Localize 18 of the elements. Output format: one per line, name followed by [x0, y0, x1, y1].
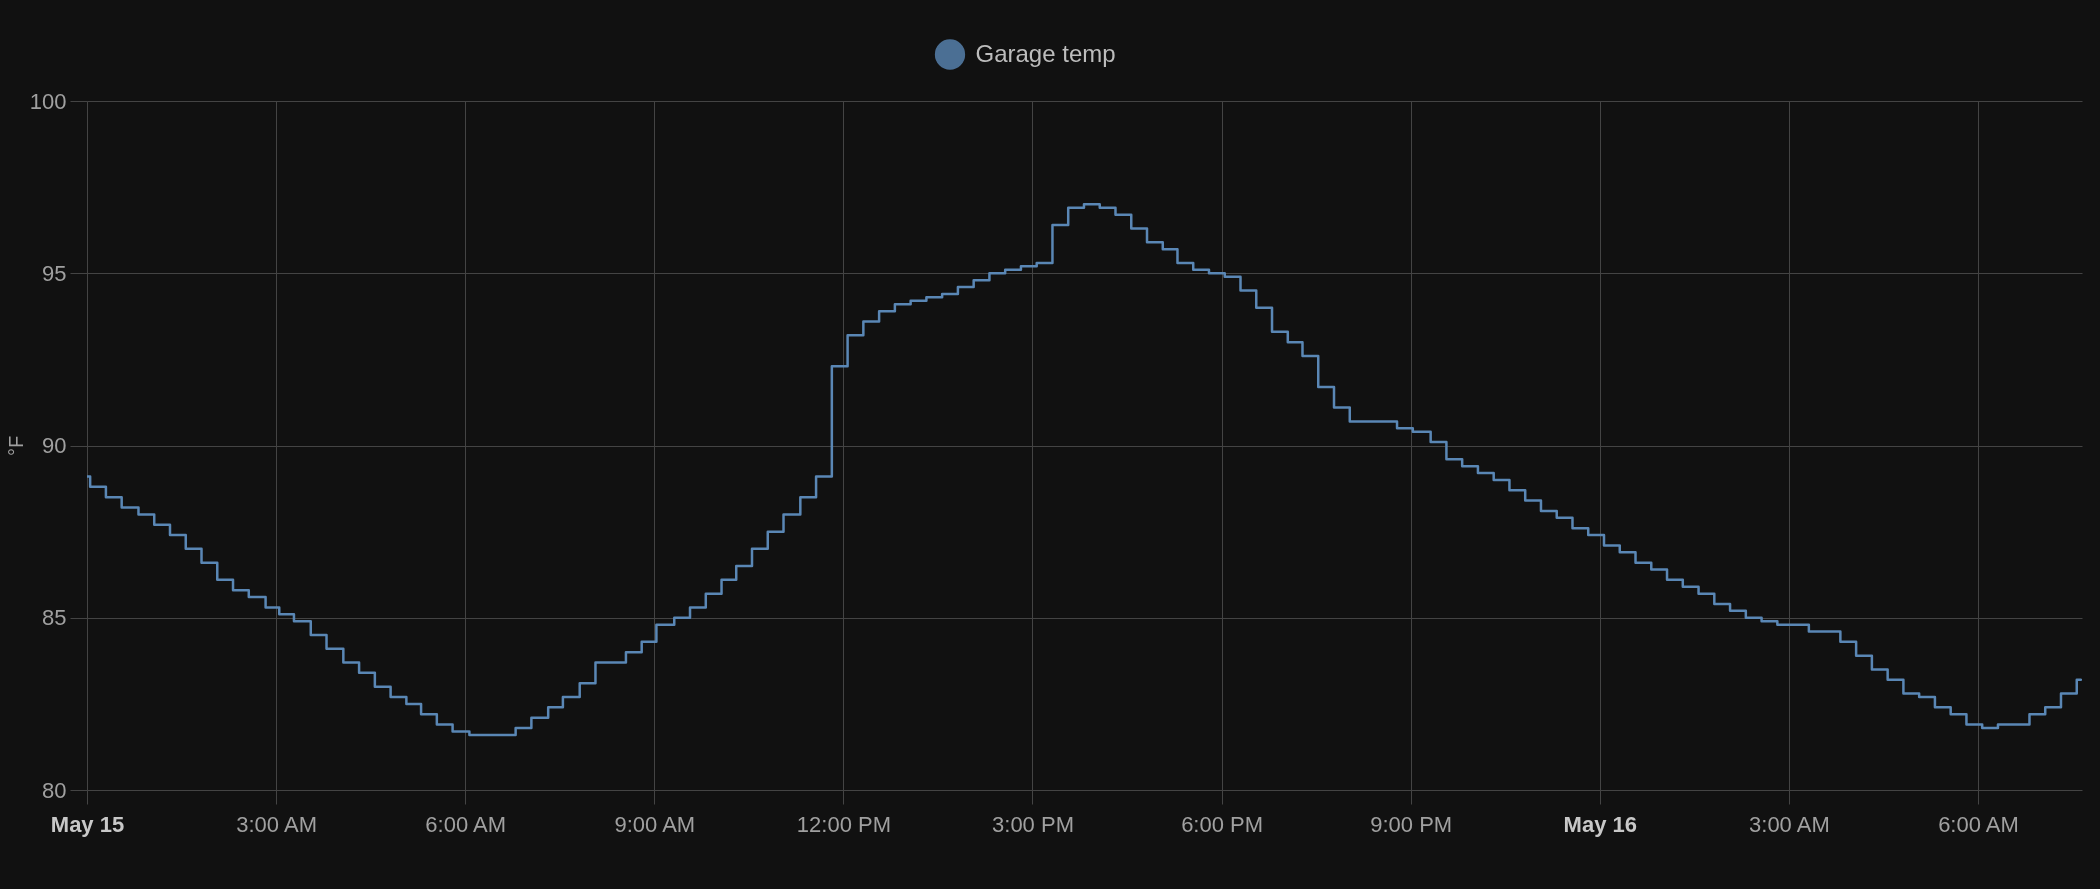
y-tick-label: 90 — [42, 433, 67, 458]
x-tick-label: 3:00 AM — [236, 811, 317, 837]
legend-label: Garage temp — [975, 39, 1116, 67]
y-tick-label: 95 — [42, 260, 67, 286]
x-tick-label: 3:00 AM — [1749, 811, 1830, 837]
x-tick-label: 12:00 PM — [796, 811, 891, 837]
y-axis-title: °F — [4, 435, 27, 457]
x-tick-label: 9:00 PM — [1370, 811, 1453, 837]
x-tick-label: 6:00 PM — [1181, 811, 1264, 837]
y-tick-label: 80 — [42, 777, 67, 803]
y-tick-label: 100 — [29, 88, 67, 114]
x-tick-label: 6:00 AM — [1938, 811, 2019, 837]
x-tick-label: May 16 — [1563, 811, 1637, 837]
x-tick-label: 3:00 PM — [992, 811, 1074, 837]
x-tick-label: May 15 — [50, 811, 125, 837]
y-tick-label: 85 — [42, 605, 67, 631]
x-tick-label: 6:00 AM — [425, 811, 507, 837]
x-tick-label: 9:00 AM — [614, 811, 696, 837]
